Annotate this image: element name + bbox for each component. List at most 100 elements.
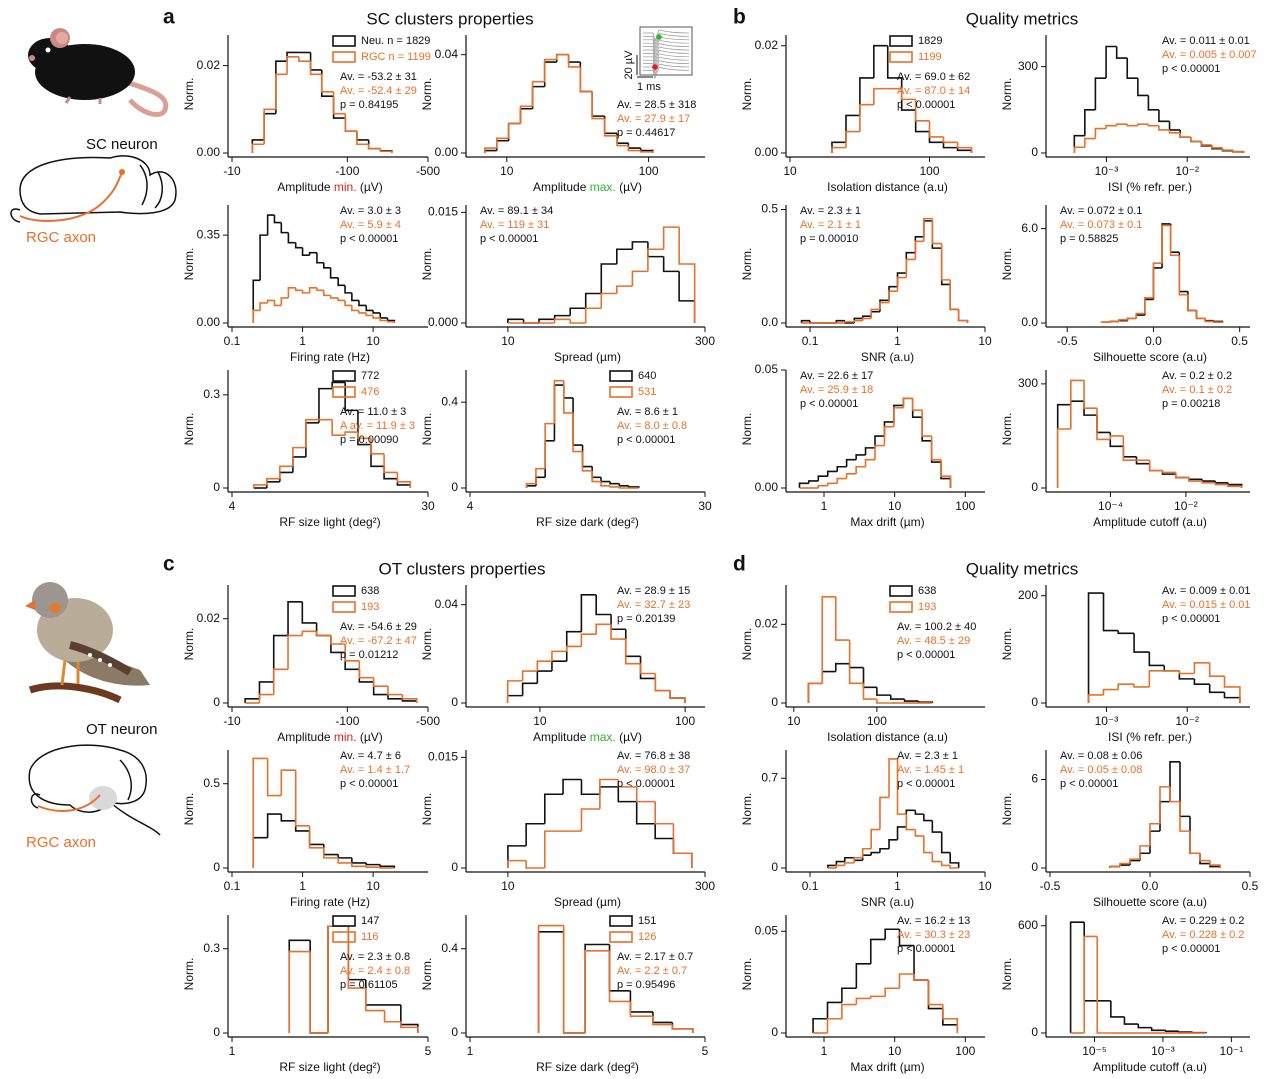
x-tick-label: 100 — [919, 164, 939, 178]
stat-annotation: Av. = 0.05 ± 0.08 — [1060, 764, 1142, 776]
histogram-bin — [652, 1011, 673, 1024]
histogram-bin — [1149, 830, 1160, 854]
stat-annotation: p = 0.84195 — [340, 99, 398, 111]
x-label-part: Amplitude — [277, 180, 334, 194]
histogram-bin — [608, 950, 631, 1003]
histogram-bin — [1083, 380, 1097, 409]
histogram-bin — [356, 131, 369, 141]
histogram-bin — [383, 1010, 401, 1023]
inset-trace — [643, 60, 690, 73]
histogram-bin — [555, 53, 569, 63]
y-axis-label: Norm. — [740, 248, 754, 281]
histogram-bin — [265, 477, 280, 485]
x-tick-label: 10⁻⁴ — [1098, 499, 1123, 513]
histogram-bin — [298, 56, 311, 63]
histogram-bin — [923, 217, 933, 242]
sc-neuron-dot — [119, 169, 125, 175]
y-tick-label: 0 — [1031, 1025, 1038, 1039]
histogram-bin — [1211, 144, 1223, 149]
histogram-bin — [1161, 470, 1176, 474]
histogram-bin — [372, 681, 388, 696]
x-tick-label: 0.1 — [802, 334, 819, 348]
histogram-bin — [888, 838, 898, 849]
histogram-bin — [569, 307, 586, 316]
y-tick-label: 0.00 — [197, 145, 221, 159]
histogram-bin — [1126, 58, 1138, 79]
histogram-bin — [893, 406, 904, 427]
histogram-bin — [1137, 78, 1149, 97]
section-title: Quality metrics — [966, 9, 1078, 28]
histogram-bin — [1070, 400, 1085, 405]
histogram-bin — [1122, 446, 1137, 458]
y-axis-label: Norm. — [1000, 958, 1014, 991]
stat-annotation: Av. = 8.0 ± 0.8 — [617, 420, 687, 432]
histogram-bin — [1102, 688, 1119, 695]
x-axis-label: Amplitude min. (µV) — [277, 180, 383, 194]
histogram-bin — [883, 421, 894, 437]
histogram-bin — [845, 114, 860, 143]
stat-annotation: A av. = 11.9 ± 3 — [340, 420, 415, 432]
x-tick-label: -0.5 — [1057, 334, 1078, 348]
x-axis-label: Spread (µm) — [554, 350, 621, 364]
histogram-bin — [584, 307, 602, 323]
histogram-bin — [903, 699, 919, 702]
histogram-bin — [834, 662, 850, 672]
stat-annotation: Av. = 22.6 ± 17 — [800, 370, 873, 382]
stat-annotation: Av. = 98.0 ± 37 — [617, 764, 690, 776]
histogram-bin — [1188, 477, 1203, 482]
stat-annotation: p = 0.00218 — [1162, 398, 1220, 410]
stat-annotation: Av. = -54.6 ± 29 — [340, 621, 417, 633]
y-tick-label: 0 — [771, 860, 778, 874]
histogram-bin — [859, 103, 874, 132]
histogram-bin — [580, 633, 597, 647]
x-tick-label: 30 — [421, 499, 435, 513]
histogram-bin — [629, 990, 653, 1013]
x-tick-label: 0.0 — [1145, 334, 1162, 348]
histogram-bin — [836, 477, 847, 484]
histogram-bin — [1177, 1031, 1193, 1033]
histogram-bin — [928, 120, 944, 138]
x-label-part: Amplitude — [533, 180, 590, 194]
stat-annotation: p < 0.00001 — [897, 649, 955, 661]
x-tick-label: 10⁻³ — [1151, 1044, 1175, 1058]
histogram-bin — [1223, 676, 1241, 703]
histogram-bin — [551, 650, 567, 662]
x-tick-label: 100 — [639, 164, 659, 178]
legend-swatch — [332, 35, 356, 47]
y-tick-label: 0.015 — [428, 750, 458, 764]
histogram-bin — [808, 480, 819, 484]
histogram-bin — [379, 148, 393, 153]
histogram-bin — [1119, 862, 1130, 867]
histogram-bin — [1178, 252, 1188, 293]
stat-annotation: Av. = 2.3 ± 1 — [800, 205, 861, 217]
histogram-bin — [884, 987, 900, 997]
x-tick-label: 1 — [894, 334, 901, 348]
x-tick-label: 100 — [675, 714, 695, 728]
histogram-bin — [902, 397, 913, 406]
histogram-bin — [896, 758, 907, 815]
y-tick-label: 0 — [451, 860, 458, 874]
histogram-bin — [855, 963, 871, 989]
stat-annotation: Av. = 2.2 ± 0.7 — [617, 965, 687, 977]
histogram-bin — [400, 1021, 419, 1033]
stat-annotation: Av. = 89.1 ± 34 — [480, 205, 553, 217]
histogram-bin — [1069, 921, 1085, 1033]
histogram-bin — [1133, 633, 1150, 653]
histogram-bin — [876, 687, 891, 696]
histogram-bin — [861, 317, 872, 321]
histogram-bin — [357, 432, 372, 440]
histogram-bin — [387, 694, 403, 700]
x-tick-label: 4 — [229, 499, 236, 513]
y-tick-label: 0.4 — [441, 394, 458, 408]
histogram-bin — [848, 663, 864, 669]
histogram-bin — [525, 860, 545, 869]
stat-annotation: p < 0.00001 — [340, 233, 398, 245]
x-tick-label: 1 — [894, 879, 901, 893]
stat-annotation: Av. = 2.17 ± 0.7 — [617, 951, 693, 963]
histogram-bin — [351, 292, 359, 302]
histogram-bin — [252, 279, 261, 323]
legend-swatch — [889, 601, 913, 613]
histogram-bin — [1123, 1016, 1139, 1025]
histogram-bin — [251, 139, 265, 153]
histogram-bin — [639, 663, 656, 675]
